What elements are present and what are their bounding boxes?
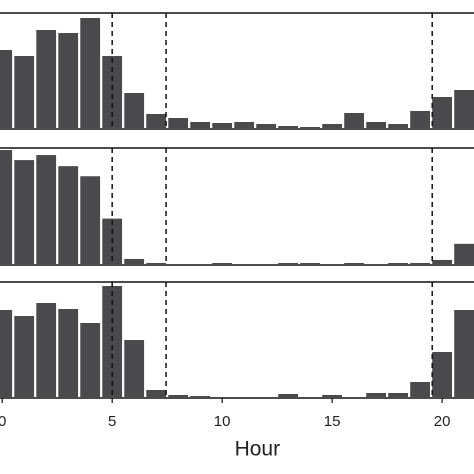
bar — [454, 310, 474, 397]
bar — [0, 150, 13, 264]
bar — [344, 113, 365, 128]
bar — [80, 323, 101, 397]
bar — [102, 56, 123, 128]
panel-frame — [0, 147, 474, 266]
bar — [432, 259, 453, 264]
x-tick-label: 0 — [0, 413, 6, 430]
panel-frame — [0, 12, 474, 130]
bar — [14, 160, 35, 264]
bar — [432, 352, 453, 397]
bar — [212, 123, 233, 128]
bar — [36, 155, 57, 264]
bar — [190, 396, 211, 397]
x-tick-label: 20 — [434, 413, 451, 430]
bar — [278, 126, 299, 128]
bar — [410, 382, 431, 397]
bar — [278, 262, 299, 264]
bar — [300, 127, 321, 128]
bar — [58, 33, 79, 128]
bar — [278, 394, 299, 397]
bar — [190, 122, 211, 128]
bar — [14, 56, 35, 128]
bar — [300, 262, 321, 264]
bar — [124, 93, 145, 128]
x-tick-label: 15 — [324, 413, 341, 430]
bar — [36, 30, 57, 128]
bar — [432, 97, 453, 128]
bar — [388, 124, 409, 128]
bar — [102, 286, 123, 397]
bar — [0, 50, 13, 128]
panel-frame — [0, 281, 474, 399]
bar — [58, 309, 79, 397]
bar — [14, 316, 35, 397]
bar — [0, 310, 13, 397]
bar — [234, 122, 255, 128]
bar — [366, 393, 387, 397]
bar — [146, 114, 167, 128]
bar — [256, 124, 277, 128]
bar — [454, 243, 474, 264]
x-tick-label: 10 — [214, 413, 231, 430]
x-axis-label: Hour — [235, 438, 281, 461]
bar — [80, 176, 101, 264]
bar — [168, 395, 189, 397]
bar — [80, 18, 101, 128]
bar — [58, 166, 79, 264]
bar — [322, 395, 343, 397]
bar — [388, 262, 409, 264]
bar — [410, 111, 431, 128]
bar — [36, 303, 57, 397]
bar — [124, 258, 145, 264]
bar — [146, 262, 167, 264]
bar — [344, 262, 365, 264]
bar — [168, 118, 189, 128]
bar — [410, 262, 431, 264]
x-tick-label: 5 — [108, 413, 116, 430]
bar — [366, 122, 387, 128]
bar — [146, 390, 167, 397]
bar — [388, 393, 409, 397]
bar — [212, 262, 233, 264]
bar — [124, 340, 145, 397]
bar — [454, 90, 474, 128]
bar — [322, 124, 343, 128]
